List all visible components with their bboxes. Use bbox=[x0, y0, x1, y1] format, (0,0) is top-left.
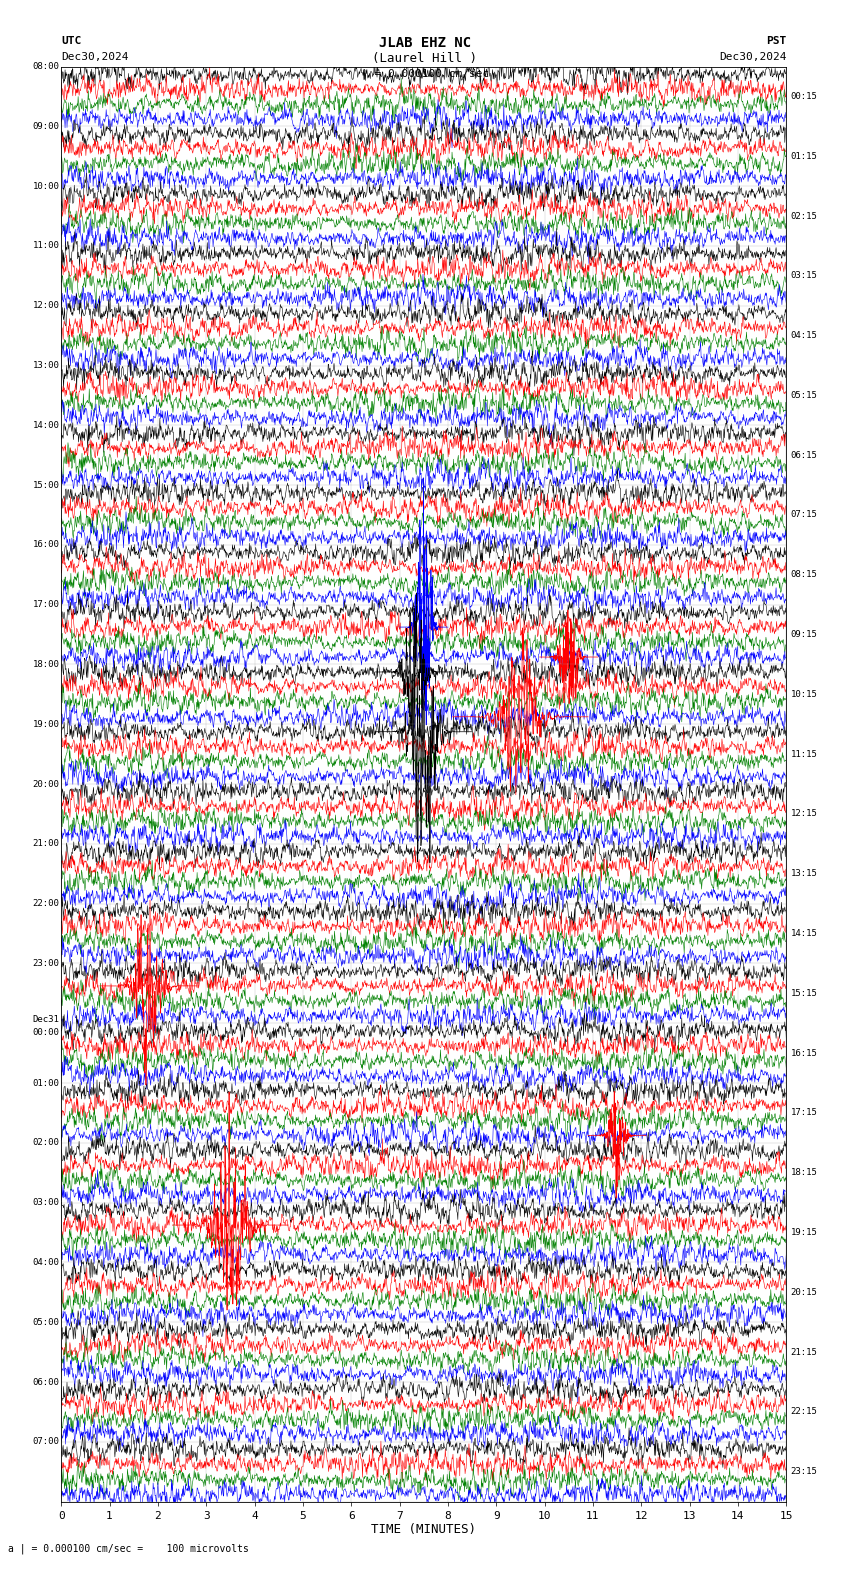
Text: 13:15: 13:15 bbox=[790, 870, 818, 878]
Text: | = 0.000100 cm/sec: | = 0.000100 cm/sec bbox=[361, 68, 489, 79]
Text: (Laurel Hill ): (Laurel Hill ) bbox=[372, 52, 478, 65]
Text: 22:15: 22:15 bbox=[790, 1408, 818, 1416]
Text: 10:00: 10:00 bbox=[32, 182, 60, 190]
Text: 15:15: 15:15 bbox=[790, 988, 818, 998]
Text: 04:15: 04:15 bbox=[790, 331, 818, 341]
Text: 06:00: 06:00 bbox=[32, 1378, 60, 1386]
Text: 14:15: 14:15 bbox=[790, 930, 818, 938]
Text: 10:15: 10:15 bbox=[790, 691, 818, 699]
Text: 08:15: 08:15 bbox=[790, 570, 818, 580]
Text: UTC: UTC bbox=[61, 36, 82, 46]
Text: 04:00: 04:00 bbox=[32, 1258, 60, 1267]
Text: 19:15: 19:15 bbox=[790, 1228, 818, 1237]
Text: 16:00: 16:00 bbox=[32, 540, 60, 550]
Text: PST: PST bbox=[766, 36, 786, 46]
Text: 07:00: 07:00 bbox=[32, 1437, 60, 1446]
Text: Dec30,2024: Dec30,2024 bbox=[719, 52, 786, 62]
Text: 01:15: 01:15 bbox=[790, 152, 818, 160]
Text: 20:00: 20:00 bbox=[32, 779, 60, 789]
Text: 01:00: 01:00 bbox=[32, 1079, 60, 1088]
Text: 07:15: 07:15 bbox=[790, 510, 818, 520]
Text: 02:15: 02:15 bbox=[790, 212, 818, 220]
Text: 14:00: 14:00 bbox=[32, 421, 60, 429]
Text: 11:15: 11:15 bbox=[790, 749, 818, 759]
Text: 18:15: 18:15 bbox=[790, 1169, 818, 1177]
Text: 21:00: 21:00 bbox=[32, 840, 60, 849]
Text: 19:00: 19:00 bbox=[32, 719, 60, 729]
Text: a | = 0.000100 cm/sec =    100 microvolts: a | = 0.000100 cm/sec = 100 microvolts bbox=[8, 1544, 249, 1554]
Text: 05:15: 05:15 bbox=[790, 391, 818, 399]
Text: 13:00: 13:00 bbox=[32, 361, 60, 371]
Text: 00:00: 00:00 bbox=[32, 1028, 60, 1036]
Text: Dec30,2024: Dec30,2024 bbox=[61, 52, 128, 62]
Text: 09:15: 09:15 bbox=[790, 630, 818, 638]
Text: 12:00: 12:00 bbox=[32, 301, 60, 310]
Text: 18:00: 18:00 bbox=[32, 661, 60, 668]
Text: 22:00: 22:00 bbox=[32, 900, 60, 908]
Text: 00:15: 00:15 bbox=[790, 92, 818, 101]
Text: 08:00: 08:00 bbox=[32, 62, 60, 71]
Text: 17:15: 17:15 bbox=[790, 1109, 818, 1117]
X-axis label: TIME (MINUTES): TIME (MINUTES) bbox=[371, 1524, 476, 1536]
Text: 15:00: 15:00 bbox=[32, 480, 60, 489]
Text: 23:00: 23:00 bbox=[32, 958, 60, 968]
Text: 20:15: 20:15 bbox=[790, 1288, 818, 1297]
Text: 03:15: 03:15 bbox=[790, 271, 818, 280]
Text: 06:15: 06:15 bbox=[790, 451, 818, 459]
Text: 02:00: 02:00 bbox=[32, 1139, 60, 1147]
Text: 09:00: 09:00 bbox=[32, 122, 60, 131]
Text: Dec31: Dec31 bbox=[32, 1015, 60, 1023]
Text: 05:00: 05:00 bbox=[32, 1318, 60, 1327]
Text: 16:15: 16:15 bbox=[790, 1049, 818, 1058]
Text: 12:15: 12:15 bbox=[790, 809, 818, 819]
Text: 11:00: 11:00 bbox=[32, 241, 60, 250]
Text: 03:00: 03:00 bbox=[32, 1198, 60, 1207]
Text: 17:00: 17:00 bbox=[32, 600, 60, 610]
Text: JLAB EHZ NC: JLAB EHZ NC bbox=[379, 36, 471, 51]
Text: 21:15: 21:15 bbox=[790, 1348, 818, 1356]
Text: 23:15: 23:15 bbox=[790, 1467, 818, 1476]
